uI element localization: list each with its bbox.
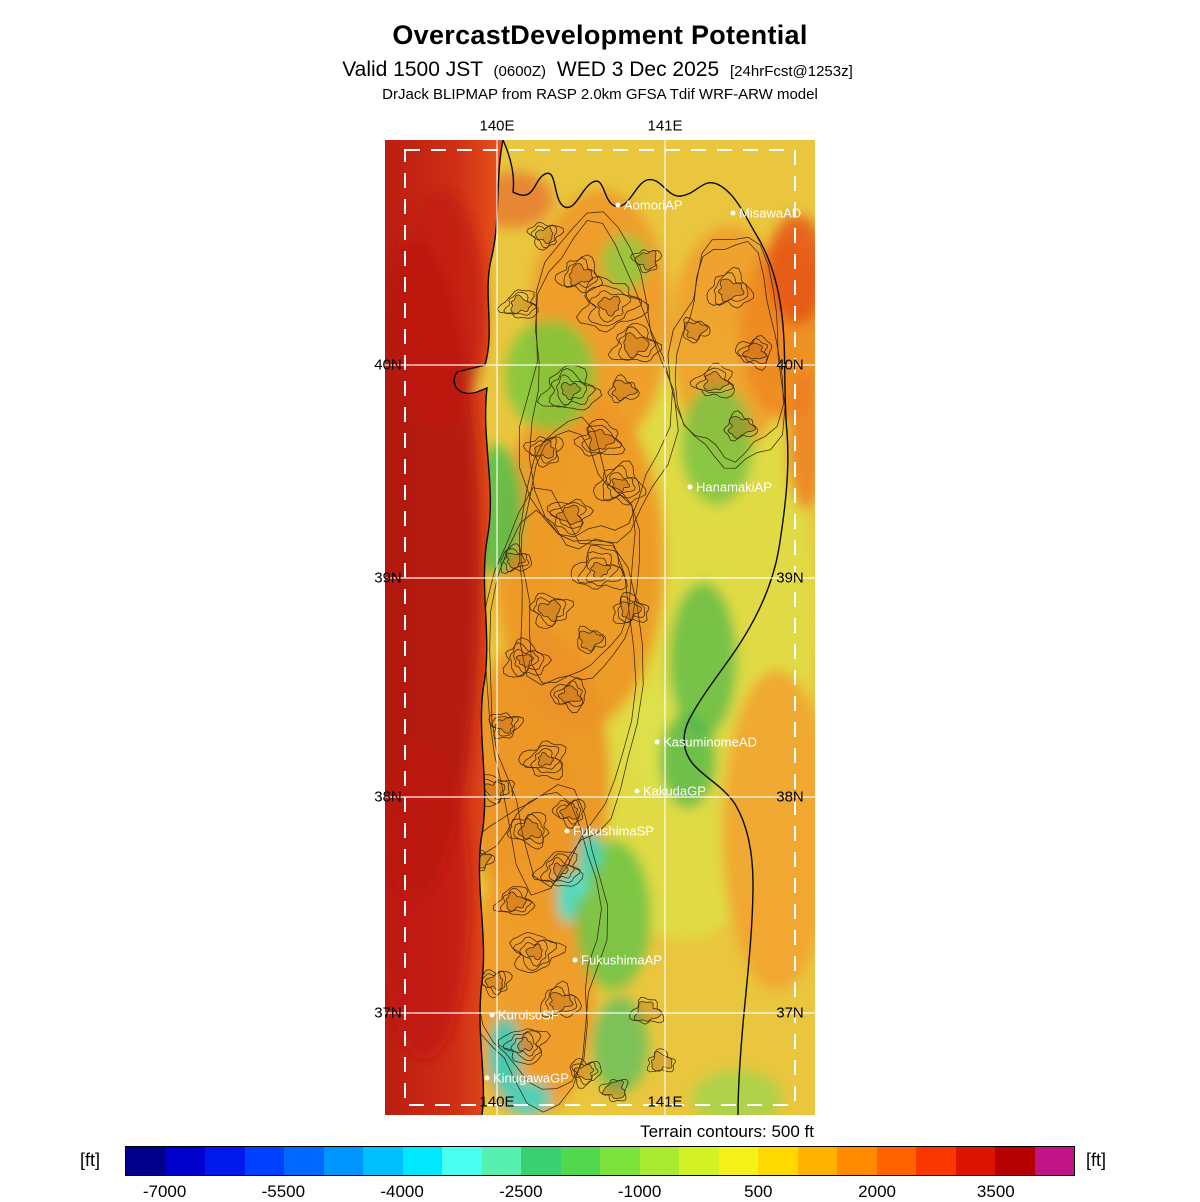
model-line: DrJack BLIPMAP from RASP 2.0km GFSA Tdif… xyxy=(382,86,818,103)
colorbar-segment xyxy=(955,1147,995,1175)
valid-date: WED 3 Dec 2025 xyxy=(556,58,720,81)
header: OvercastDevelopment Potential Valid 1500… xyxy=(0,20,1200,103)
colorbar-segment xyxy=(165,1147,205,1175)
lon-label-top: 141E xyxy=(647,117,683,135)
colorbar-unit-left: [ft] xyxy=(80,1150,101,1170)
colorbar-tick-label: -7000 xyxy=(142,1182,187,1201)
colorbar-segment xyxy=(1034,1147,1074,1175)
colorbar-segment xyxy=(363,1147,403,1175)
colorbar-segment xyxy=(323,1147,363,1175)
colorbar-segment xyxy=(876,1147,916,1175)
colorbar-segment xyxy=(481,1147,521,1175)
colorbar-segment xyxy=(244,1147,284,1175)
colorbar-segment xyxy=(521,1147,561,1175)
colorbar-segment xyxy=(718,1147,758,1175)
colorbar-unit-right: [ft] xyxy=(1086,1150,1107,1170)
map-canvas xyxy=(385,140,815,1115)
valid-zulu-time: (0600Z) xyxy=(493,63,547,80)
page-title: OvercastDevelopment Potential xyxy=(392,20,808,50)
colorbar-segment xyxy=(402,1147,442,1175)
colorbar-tick-label: 500 xyxy=(744,1182,773,1201)
colorbar-segment xyxy=(126,1147,166,1175)
colorbar-segment xyxy=(639,1147,679,1175)
colorbar-segment xyxy=(758,1147,798,1175)
colorbar-segment xyxy=(797,1147,837,1175)
valid-time-line: Valid 1500 JST (0600Z) WED 3 Dec 2025 [2… xyxy=(0,58,1200,82)
colorbar-segment xyxy=(205,1147,245,1175)
colorbar-tick-label: 3500 xyxy=(976,1182,1015,1201)
colorbar-tick-label: -5500 xyxy=(261,1182,306,1201)
colorbar-tick-label: -2500 xyxy=(499,1182,543,1201)
colorbar-segment xyxy=(284,1147,324,1175)
colorbar-tick-label: -1000 xyxy=(617,1182,662,1201)
valid-time: Valid 1500 JST xyxy=(342,58,483,81)
colorbar-segment xyxy=(837,1147,877,1175)
colorbar-scale xyxy=(125,1146,1075,1176)
colorbar-segment xyxy=(995,1147,1035,1175)
colorbar-segment xyxy=(916,1147,956,1175)
lon-label-top: 140E xyxy=(479,117,515,135)
colorbar-tick-label: -4000 xyxy=(380,1182,424,1201)
blipmap-map: 140E 140E 141E 141E 40N 40N 39N 39N 38N 38N 37N 37N… xyxy=(374,118,815,1115)
colorbar-tick-label: 2000 xyxy=(858,1182,896,1201)
colorbar-segment xyxy=(560,1147,600,1175)
colorbar-segment xyxy=(600,1147,640,1175)
colorbar-segment xyxy=(442,1147,482,1175)
colorbar-segment xyxy=(679,1147,719,1175)
terrain-contours-note: Terrain contours: 500 ft xyxy=(640,1122,814,1141)
forecast-tag: [24hrFcst@1253z] xyxy=(730,63,853,80)
